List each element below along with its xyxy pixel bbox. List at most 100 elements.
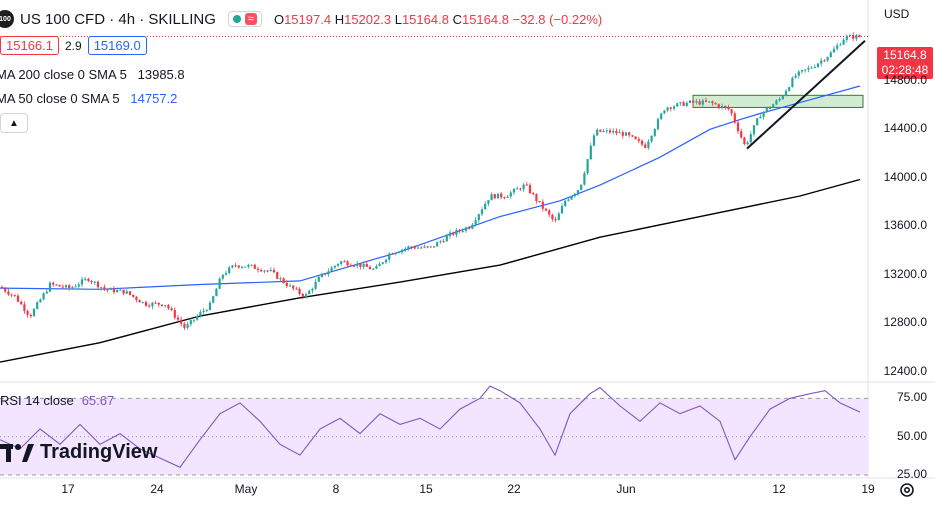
candle-body [224, 273, 228, 275]
candle-body [192, 319, 196, 321]
candle-body [154, 302, 157, 304]
candle-body [608, 130, 612, 133]
candle-body [23, 304, 26, 311]
candle-body [39, 299, 42, 303]
ma200-legend[interactable]: MA 200 close 0 SMA 5 13985.8 [0, 67, 185, 82]
candle-body [77, 284, 80, 287]
candle-body [656, 119, 660, 130]
candle-body [109, 288, 112, 290]
rsi-legend[interactable]: RSI 14 close 65.67 [0, 393, 115, 408]
candle-body [186, 324, 189, 328]
candle-body [496, 193, 500, 199]
candle-body [205, 310, 208, 312]
candle-body [384, 259, 388, 263]
candle-body [695, 101, 698, 103]
sell-button[interactable]: 15166.1 [0, 36, 59, 55]
candle-body [621, 132, 624, 136]
market-open-icon [232, 15, 241, 23]
candle-body [420, 247, 423, 249]
rsi-line [0, 385, 861, 468]
collapse-legend-button[interactable]: ▲ [0, 113, 28, 133]
candle-body [730, 109, 733, 114]
candle-body [100, 287, 103, 289]
rsi-tick: 50.00 [896, 428, 927, 443]
time-tick: 8 [332, 482, 340, 496]
candle-body [288, 285, 292, 287]
candle-body [106, 289, 109, 291]
candle-body [413, 247, 416, 249]
ma200-line [0, 178, 861, 363]
candle-body [775, 100, 778, 105]
candle-body [634, 136, 637, 140]
candle-body [624, 132, 628, 136]
candle-body [141, 301, 144, 303]
candle-body [308, 290, 311, 295]
candle-body [160, 304, 164, 306]
candle-body [138, 299, 141, 303]
market-status-pill[interactable]: ≈ [227, 11, 262, 27]
candle-body [32, 308, 36, 317]
candle-body [548, 210, 551, 215]
candle-body [64, 285, 68, 288]
settings-icon[interactable] [898, 481, 916, 499]
candle-body [170, 308, 173, 310]
price-tick: 12800.0 [883, 315, 927, 330]
candle-body [362, 263, 365, 267]
candle-body [212, 296, 215, 303]
candle-body [512, 188, 516, 193]
candle-body [244, 266, 247, 268]
candle-body [618, 132, 621, 134]
candle-body [746, 142, 749, 145]
candle-body [509, 192, 512, 197]
candle-body [471, 224, 474, 229]
candle-body [768, 107, 772, 109]
candle-body [68, 285, 71, 289]
candle-body [823, 60, 826, 62]
candle-body [208, 302, 212, 311]
candle-body [592, 135, 596, 146]
candle-body [711, 101, 714, 104]
symbol-legend: 100 US 100 CFD · 4h · SKILLING ≈ O15197.… [0, 10, 602, 28]
candle-body [724, 105, 727, 108]
time-tick: 19 [861, 482, 875, 496]
candle-body [804, 69, 807, 71]
candle-body [564, 200, 567, 206]
candle-body [196, 316, 199, 320]
candle-body [20, 301, 23, 305]
candle-body [685, 102, 688, 106]
chevron-up-icon: ▲ [9, 117, 19, 129]
candle-body [468, 227, 471, 229]
trendline [746, 40, 866, 150]
candle-body [810, 67, 813, 69]
candle-body [352, 265, 356, 267]
candle-body [586, 159, 589, 174]
candle-body [772, 104, 775, 108]
symbol-title[interactable]: US 100 CFD · 4h · SKILLING [20, 10, 216, 28]
buy-button[interactable]: 15169.0 [87, 36, 147, 55]
currency-label[interactable]: USD [884, 7, 910, 21]
candle-body [506, 196, 509, 198]
candle-body [93, 281, 96, 283]
price-tick: 14800.0 [883, 72, 927, 87]
candle-body [452, 232, 455, 235]
candle-body [784, 90, 788, 96]
candle-body [522, 184, 525, 190]
candle-body [660, 113, 663, 120]
candle-body [144, 301, 148, 306]
candle-body [276, 272, 279, 279]
ma50-legend[interactable]: MA 50 close 0 SMA 5 14757.2 [0, 91, 178, 106]
candle-body [404, 248, 407, 250]
candle-body [832, 48, 836, 53]
candle-body [653, 129, 656, 136]
candle-body [336, 263, 340, 266]
tradingview-logo[interactable]: TradingView [0, 441, 157, 464]
candle-body [733, 113, 736, 123]
candle-body [544, 208, 548, 211]
candle-body [36, 302, 39, 309]
candle-body [525, 184, 528, 186]
candle-body [666, 107, 669, 111]
candle-body [628, 132, 631, 136]
symbol-logo: 100 [0, 10, 14, 28]
candle-body [202, 310, 205, 313]
